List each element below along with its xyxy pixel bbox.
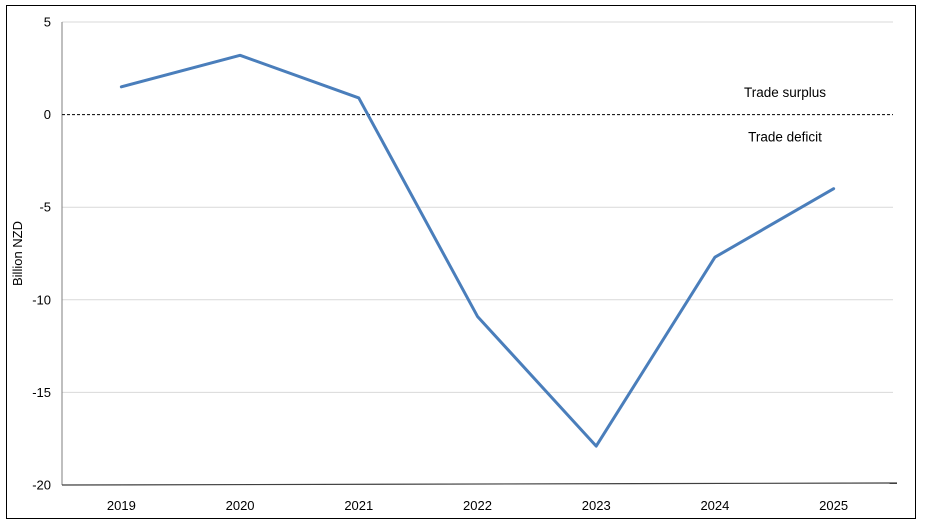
x-tick-label-2024: 2024 [700,498,729,513]
x-tick-label-2021: 2021 [344,498,373,513]
y-tick-label-1: 0 [44,107,51,122]
x-tick-label-2019: 2019 [107,498,136,513]
x-tick-labels: 2019 2020 2021 2022 2023 2024 2025 [107,498,848,513]
x-tick-label-2022: 2022 [463,498,492,513]
gridlines [62,21,893,393]
y-tick-label-4: -15 [32,385,51,400]
axes [61,22,898,486]
series-line-0 [119,53,836,448]
x-axis-line [61,482,898,486]
y-tick-label-3: -10 [32,292,51,307]
y-tick-label-2: -5 [39,200,51,215]
series-layer [119,53,836,448]
y-axis-label: Billion NZD [10,221,25,286]
annotation-1: Trade deficit [748,129,822,144]
x-tick-label-2025: 2025 [819,498,848,513]
y-tick-label-0: 5 [44,15,51,30]
annotation-0: Trade surplus [744,85,826,100]
y-tick-labels: 5 0 -5 -10 -15 -20 [32,15,51,493]
annotations: Trade surplus Trade deficit [744,85,826,144]
chart-frame [6,5,916,519]
x-tick-label-2020: 2020 [226,498,255,513]
y-tick-label-5: -20 [32,478,51,493]
x-tick-label-2023: 2023 [582,498,611,513]
